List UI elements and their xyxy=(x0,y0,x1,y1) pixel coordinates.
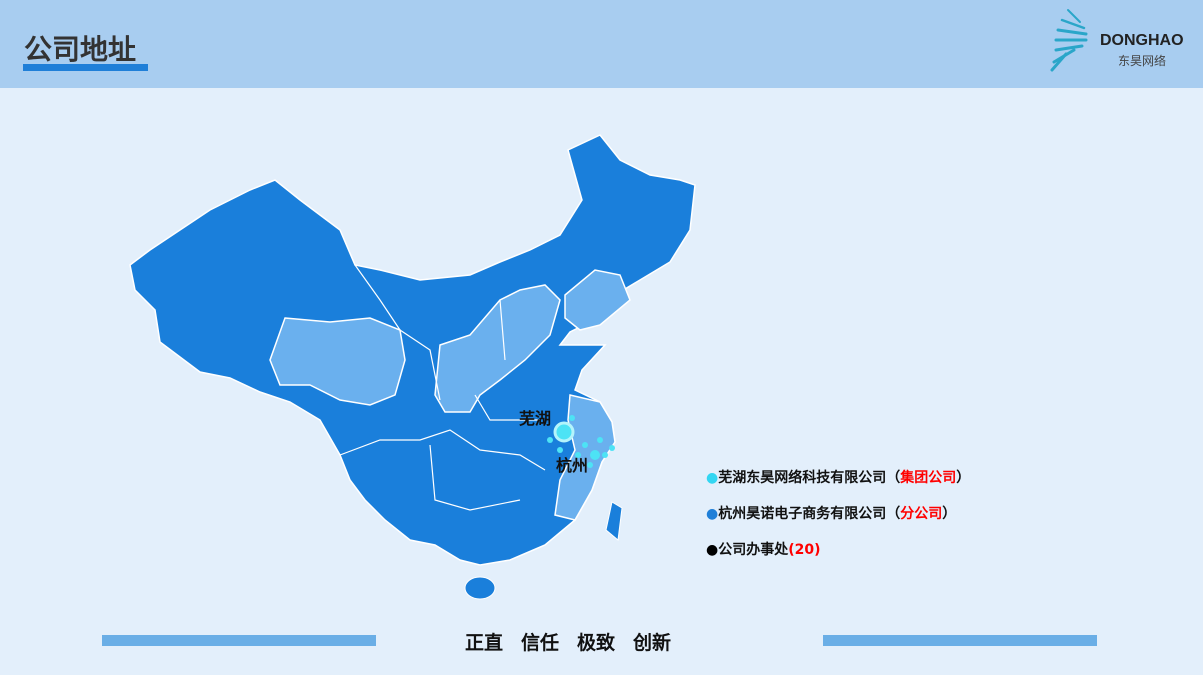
province-qinghai[interactable] xyxy=(269,317,406,406)
value-4: 创新 xyxy=(633,632,672,654)
legend-dot-icon: ● xyxy=(706,542,719,558)
logo-text-en: DONGHAO xyxy=(1100,32,1184,49)
value-1: 正直 xyxy=(465,632,504,654)
province-yunnan-guangxi xyxy=(339,264,546,511)
value-2: 信任 xyxy=(521,632,560,654)
china-mainland[interactable] xyxy=(129,134,696,566)
legend-dot-icon: ● xyxy=(706,506,719,522)
page-title: 公司地址 xyxy=(24,33,137,66)
island-hainan[interactable] xyxy=(464,576,496,600)
island-taiwan[interactable] xyxy=(605,501,623,541)
logo: DONGHAO 东昊网络 xyxy=(1046,6,1196,74)
legend-text: 公司办事处 xyxy=(718,542,789,558)
legend-text: 杭州昊诺电子商务有限公司（ xyxy=(718,506,901,522)
legend-item-branch: ●杭州昊诺电子商务有限公司（分公司） xyxy=(706,506,957,522)
title-underline xyxy=(23,64,148,71)
wuhu-marker[interactable] xyxy=(553,421,575,443)
legend-item-hq: ●芜湖东昊网络科技有限公司（集团公司） xyxy=(706,470,971,486)
legend-highlight: 集团公司 xyxy=(900,470,957,486)
city-label-hangzhou: 杭州 xyxy=(556,456,589,475)
province-liaoning[interactable] xyxy=(564,269,631,331)
province-north[interactable] xyxy=(434,284,561,413)
footer-bar-left xyxy=(102,635,376,646)
hangzhou-marker[interactable] xyxy=(590,450,600,460)
feather-logo-icon xyxy=(1050,9,1088,72)
value-3: 极致 xyxy=(577,632,616,654)
legend-text: 芜湖东昊网络科技有限公司（ xyxy=(718,470,901,486)
logo-text-cn: 东昊网络 xyxy=(1118,54,1167,68)
footer-slogan: 正直 信任 极致 创新 xyxy=(465,628,689,655)
legend-highlight: (20) xyxy=(788,542,821,558)
legend-highlight: 分公司 xyxy=(900,506,943,522)
header xyxy=(0,0,1203,88)
office-markers xyxy=(547,415,615,468)
legend-item-offices: ●公司办事处(20) xyxy=(706,539,821,559)
legend-dot-icon: ● xyxy=(706,470,719,486)
city-label-wuhu: 芜湖 xyxy=(519,409,552,428)
footer-bar-right xyxy=(823,635,1097,646)
